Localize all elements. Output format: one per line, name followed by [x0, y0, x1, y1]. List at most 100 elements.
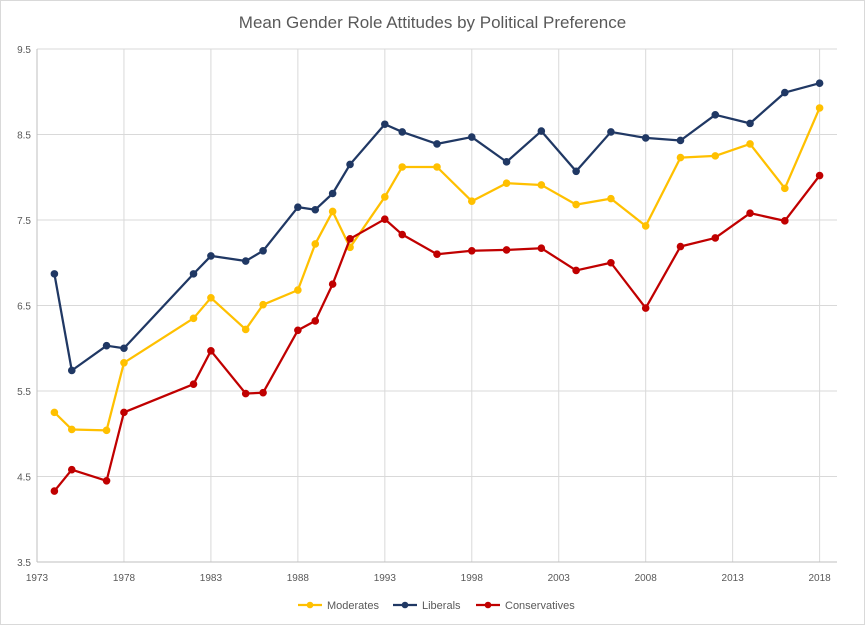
data-point-liberals	[433, 140, 441, 148]
y-tick-label: 9.5	[17, 45, 31, 56]
y-tick-label: 8.5	[17, 131, 31, 142]
data-point-conservatives	[381, 215, 389, 223]
data-point-liberals	[381, 120, 389, 129]
data-point-liberals	[102, 341, 111, 350]
data-point-liberals	[294, 203, 302, 211]
data-point-liberals	[746, 119, 754, 128]
data-point-liberals	[346, 160, 354, 169]
data-point-conservatives	[346, 235, 354, 243]
data-point-liberals	[207, 252, 215, 260]
data-point-conservatives	[815, 171, 824, 180]
legend-marker-liberals	[401, 601, 409, 609]
data-point-moderates	[641, 222, 650, 230]
x-tick-label: 1978	[113, 573, 136, 584]
data-point-liberals	[641, 134, 650, 142]
data-point-conservatives	[102, 476, 111, 485]
data-point-moderates	[433, 163, 441, 171]
data-point-liberals	[572, 167, 580, 176]
data-point-liberals	[467, 133, 476, 141]
data-point-moderates	[207, 294, 215, 302]
data-point-conservatives	[67, 465, 76, 474]
data-point-liberals	[67, 366, 76, 375]
data-point-moderates	[781, 184, 789, 193]
x-tick-label: 2013	[722, 573, 745, 584]
data-point-liberals	[502, 158, 511, 166]
data-point-moderates	[381, 193, 389, 201]
data-point-conservatives	[311, 317, 320, 325]
data-point-moderates	[102, 426, 111, 435]
data-point-conservatives	[398, 230, 407, 239]
data-point-conservatives	[120, 408, 128, 417]
data-point-moderates	[815, 104, 824, 112]
data-point-liberals	[815, 79, 824, 87]
data-point-conservatives	[537, 244, 546, 253]
data-point-liberals	[607, 128, 615, 136]
data-point-moderates	[189, 314, 198, 323]
legend-marker-moderates	[306, 601, 314, 609]
data-point-conservatives	[711, 234, 720, 242]
data-point-conservatives	[328, 280, 337, 288]
data-point-conservatives	[781, 217, 789, 225]
data-point-moderates	[467, 197, 476, 205]
data-point-liberals	[328, 189, 337, 198]
legend-marker-conservatives	[484, 601, 492, 609]
data-point-moderates	[502, 179, 511, 188]
legend-label-moderates: Moderates	[327, 600, 379, 612]
data-point-moderates	[398, 163, 407, 171]
x-tick-label: 1998	[461, 573, 484, 584]
x-tick-label: 1973	[26, 573, 49, 584]
data-point-moderates	[294, 286, 302, 294]
data-point-conservatives	[607, 258, 615, 267]
x-tick-label: 2003	[548, 573, 571, 584]
data-point-conservatives	[207, 347, 215, 355]
data-point-moderates	[572, 200, 580, 209]
x-tick-label: 1983	[200, 573, 223, 584]
x-tick-label: 1993	[374, 573, 397, 584]
data-point-moderates	[537, 181, 546, 189]
data-point-moderates	[676, 153, 685, 162]
y-tick-label: 6.5	[17, 302, 31, 313]
chart-title: Mean Gender Role Attitudes by Political …	[238, 13, 627, 32]
data-point-conservatives	[259, 388, 267, 397]
y-tick-label: 7.5	[17, 216, 31, 227]
data-point-moderates	[711, 152, 720, 160]
data-point-conservatives	[572, 266, 580, 275]
data-point-conservatives	[433, 250, 441, 258]
data-point-moderates	[67, 425, 76, 434]
y-tick-label: 5.5	[17, 387, 31, 398]
data-point-conservatives	[641, 304, 650, 312]
data-point-liberals	[311, 205, 320, 214]
y-tick-label: 3.5	[17, 558, 31, 569]
data-point-conservatives	[294, 326, 302, 335]
data-point-conservatives	[50, 487, 59, 495]
data-point-conservatives	[241, 389, 250, 398]
x-tick-label: 2008	[635, 573, 658, 584]
x-tick-label: 2018	[808, 573, 831, 584]
series-line-moderates	[53, 106, 821, 432]
data-point-liberals	[711, 111, 720, 119]
data-point-moderates	[259, 300, 267, 309]
data-point-moderates	[328, 207, 337, 216]
data-point-moderates	[120, 358, 128, 367]
data-point-liberals	[189, 270, 198, 278]
data-point-liberals	[241, 257, 250, 265]
data-point-conservatives	[676, 242, 685, 251]
x-tick-label: 1988	[287, 573, 310, 584]
data-point-moderates	[241, 325, 250, 334]
data-point-conservatives	[189, 380, 198, 388]
data-point-moderates	[746, 140, 754, 148]
legend-label-conservatives: Conservatives	[505, 600, 575, 612]
data-point-liberals	[781, 88, 789, 97]
data-point-liberals	[120, 344, 128, 353]
series-line-liberals	[53, 82, 821, 372]
y-tick-label: 4.5	[17, 473, 31, 484]
data-point-moderates	[311, 240, 320, 248]
data-point-liberals	[259, 246, 267, 255]
data-point-liberals	[676, 136, 685, 145]
data-point-conservatives	[467, 246, 476, 255]
data-point-conservatives	[502, 246, 511, 254]
data-point-moderates	[607, 194, 615, 203]
data-point-moderates	[50, 408, 59, 417]
